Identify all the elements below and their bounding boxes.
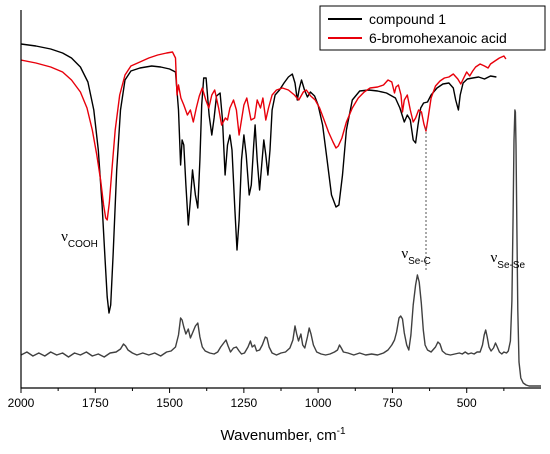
x-tick-label-1000: 1000 <box>305 396 332 410</box>
axis-layer: 2000 1750 1500 1250 1000 750 500 <box>8 10 541 410</box>
x-tick-label-1500: 1500 <box>156 396 183 410</box>
x-tick-label-2000: 2000 <box>8 396 35 410</box>
x-axis-title-text: Wavenumber, cm <box>220 427 336 444</box>
annotation-sese: νSe-Se <box>490 250 525 271</box>
series-line-3 <box>21 109 541 387</box>
annotation-sec-subscript: Se-C <box>408 256 431 267</box>
annotation-cooh: νCOOH <box>61 229 98 250</box>
legend-box <box>319 5 546 51</box>
x-tick-label-500: 500 <box>457 396 477 410</box>
annotation-cooh-symbol: ν <box>61 229 68 245</box>
axis-frame <box>20 10 541 389</box>
series-line-1 <box>21 43 497 314</box>
legend-label-1: compound 1 <box>369 11 446 27</box>
annotation-sese-subscript: Se-Se <box>497 260 525 271</box>
series-layer <box>21 43 541 387</box>
series-line-2 <box>21 51 507 221</box>
x-tick-label-1250: 1250 <box>231 396 258 410</box>
x-tick-label-750: 750 <box>382 396 402 410</box>
x-tick-label-1750: 1750 <box>82 396 109 410</box>
legend-label-2: 6-bromohexanoic acid <box>369 30 507 46</box>
legend: compound 1 6-bromohexanoic acid <box>319 5 546 51</box>
annotation-sese-symbol: ν <box>490 250 497 266</box>
annotation-cooh-subscript: COOH <box>68 239 98 250</box>
x-axis-title: Wavenumber, cm-1 <box>220 426 345 444</box>
x-axis-title-superscript: -1 <box>337 426 346 437</box>
annotation-sec: νSe-C <box>401 246 431 267</box>
annotation-sec-symbol: ν <box>401 246 408 262</box>
